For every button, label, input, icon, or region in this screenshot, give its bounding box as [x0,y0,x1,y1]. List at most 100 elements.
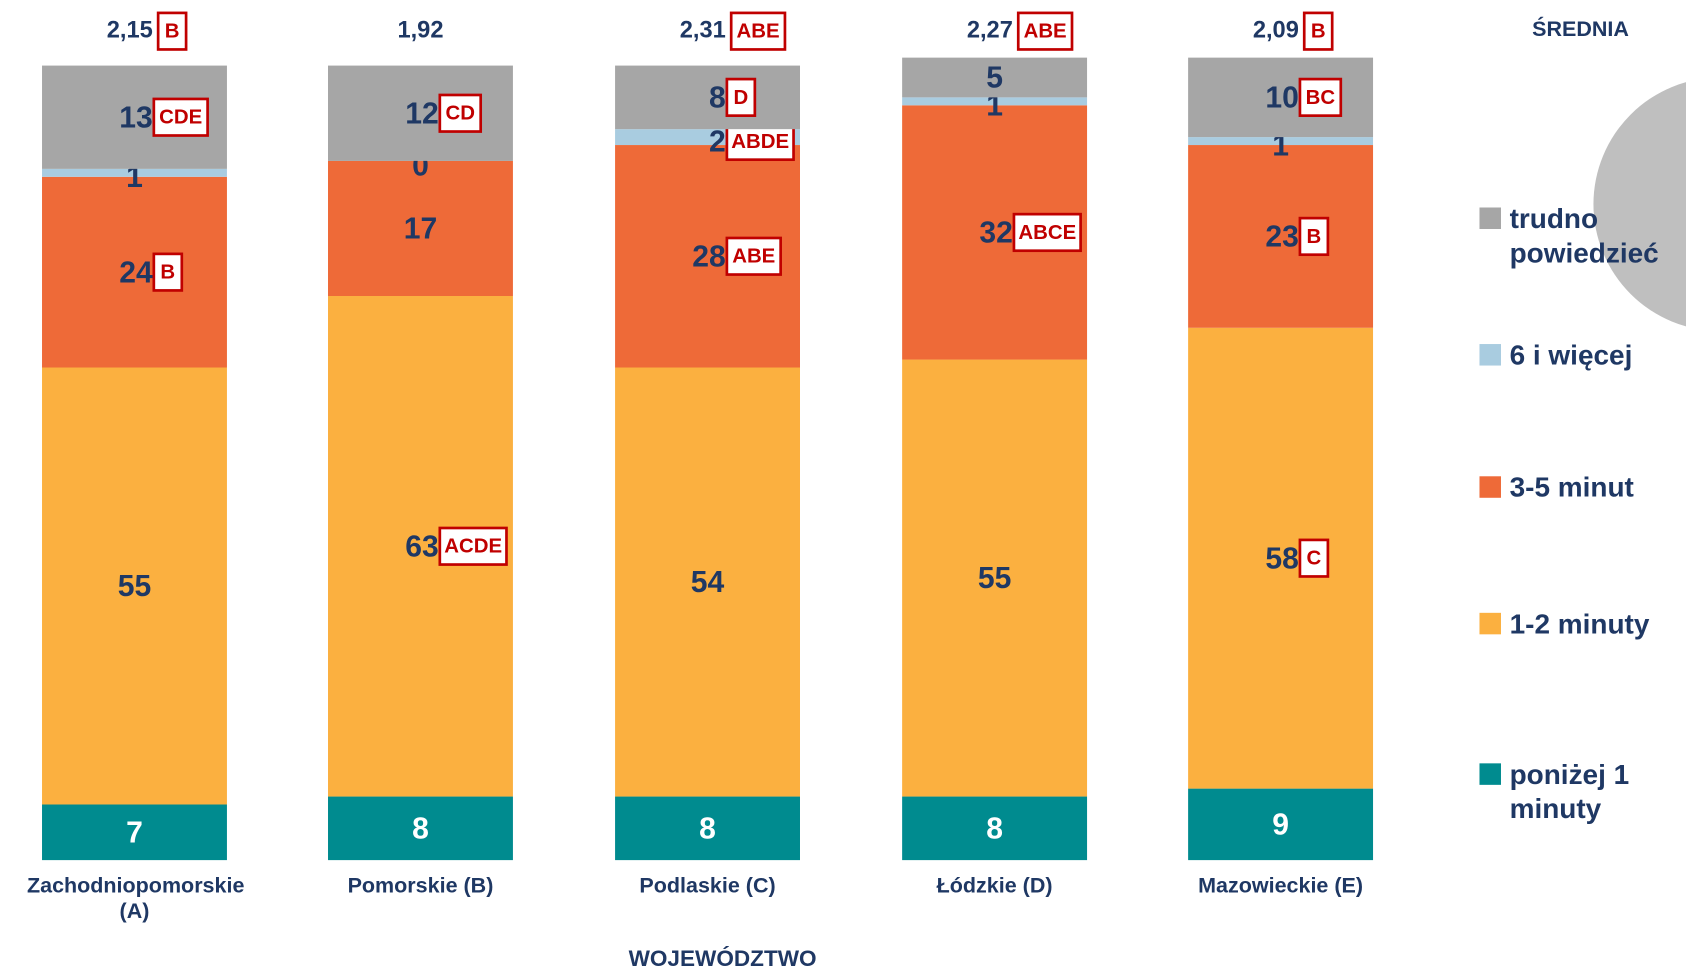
data-label: 5 [986,62,1003,95]
data-label: 17 [404,213,437,246]
badge-box [1012,212,1082,253]
legend-label-box: poniżej 1 minuty [1510,758,1630,825]
legend-label-box: trudno powiedzieć [1509,202,1659,269]
legend-swatch [1479,207,1501,230]
x-tick-label-box: Mazowieckie (E) [1198,874,1364,898]
data-label: 24 [119,256,153,289]
badge-box [1298,538,1330,578]
x-tick-label: Zachodniopomorskie (A) [26,874,245,924]
bar-segment [1188,145,1374,328]
badge: B [1311,21,1326,43]
badge: B [160,262,175,284]
legend-swatch [1479,612,1501,635]
badge: ACDE [444,536,502,558]
bar-segment [1188,327,1374,789]
mean-label: 2,09 [1253,17,1299,43]
badge-box [1302,11,1334,51]
bar-segment [902,796,1088,861]
bar-segment [42,168,227,177]
bar-segment [615,796,800,861]
data-label: 54 [691,566,725,599]
data-label: 58 [1265,542,1298,575]
data-label: 63 [405,530,438,563]
x-axis-label: WOJEWÓDZTWO [629,946,817,971]
legend-swatch [1479,476,1501,498]
bar-segment [328,796,513,861]
data-label: 7 [126,816,143,849]
mean-label: 2,27 [967,17,1013,43]
data-label: 1 [1272,129,1289,162]
legend-label-box: 3-5 minut [1509,470,1634,504]
badge-box [1016,11,1074,51]
legend-label: trudno powiedzieć [1509,202,1659,269]
badge-box [1298,77,1343,117]
mean-label: 2,31 [680,17,726,43]
data-label: 13 [119,101,152,134]
badge-box [152,252,184,292]
badge: C [1307,548,1322,570]
data-label: 23 [1265,221,1298,254]
badge: ABE [732,246,775,268]
badge: ABCE [1018,222,1076,244]
bar-segment [1188,137,1374,146]
bar-segment [902,97,1088,106]
legend-label: 1-2 minuty [1509,607,1650,640]
data-label: 32 [979,217,1012,250]
legend-swatch [1479,344,1501,366]
x-tick-label-box: Pomorskie (B) [347,874,494,898]
mean-label: 2,15 [107,17,153,43]
badge: BC [1306,87,1336,109]
data-label: 28 [692,240,725,273]
badge: B [1307,226,1322,248]
data-label: 8 [699,812,716,845]
x-tick-label: Podlaskie (C) [639,874,776,898]
legend-label-box: 1-2 minuty [1509,607,1650,640]
badge: B [165,21,180,43]
data-label: 12 [405,97,438,130]
bar-segment [42,367,227,805]
data-label: 8 [709,81,726,114]
decor-circle [1593,82,1686,327]
data-label: 1 [126,161,143,194]
badge-box [725,77,757,117]
mean-label: 1,92 [397,17,443,43]
bar-segment [42,804,227,861]
bar-segment [1188,57,1374,138]
data-label: 9 [1272,808,1289,841]
x-tick-label: Łódzkie (D) [936,874,1053,898]
badge: ABDE [731,131,789,153]
bar-segment [42,176,227,368]
badge-box [725,121,795,162]
legend-label: 6 i więcej [1509,338,1633,371]
x-tick-label-box: Zachodniopomorskie (A) [26,874,245,924]
data-label: 1 [986,90,1003,123]
badge: ABE [1024,21,1067,43]
bar-segment [902,57,1088,98]
data-label: 2 [709,125,726,158]
badge-box [438,526,508,566]
data-label: 8 [986,812,1003,845]
bar-segment [328,160,513,296]
mean-title: ŚREDNIA [1532,16,1629,41]
bar-segment [615,367,800,797]
data-label: 55 [118,570,151,603]
badge-box [152,97,209,137]
bar-segment [328,65,513,161]
x-tick-label-box: Łódzkie (D) [936,874,1053,898]
badge-box [729,11,787,51]
legend-label-box: 6 i więcej [1509,338,1633,371]
bar-segment [902,359,1088,797]
badge: CDE [159,107,202,129]
x-tick-label: Pomorskie (B) [347,874,494,898]
badge-box [1298,216,1330,257]
x-tick-label-box: Podlaskie (C) [639,874,776,898]
badge: CD [446,103,475,125]
data-label: 55 [978,562,1011,595]
badge: ABE [737,21,780,43]
data-label: 8 [412,812,429,845]
badge: D [733,87,748,109]
bar-segment [1188,788,1374,861]
x-tick-label: Mazowieckie (E) [1198,874,1364,898]
legend-label: 3-5 minut [1509,470,1634,504]
